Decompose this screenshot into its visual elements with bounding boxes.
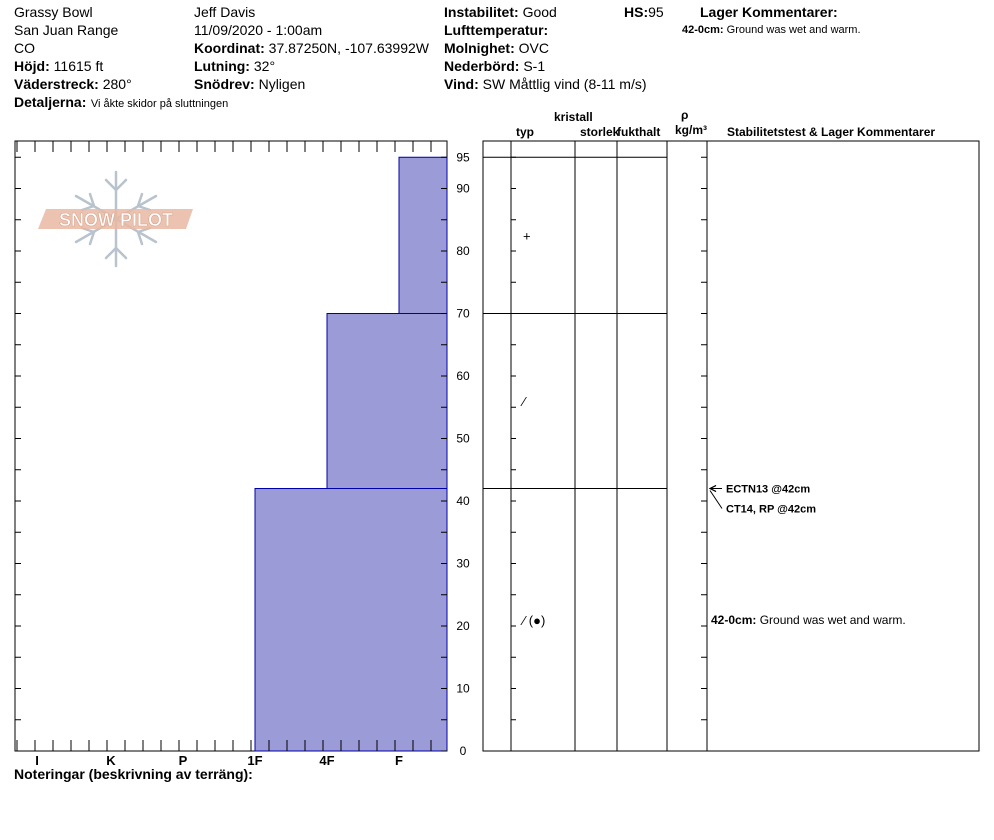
air-temperature: Lufttemperatur: [444, 22, 548, 38]
layer-comment-header-item: 42-0cm: Ground was wet and warm. [682, 24, 861, 36]
details: Detaljerna: Vi åkte skidor på sluttninge… [14, 94, 228, 112]
depth-tick-label: 50 [456, 432, 470, 446]
layer-table-frame [482, 140, 980, 752]
sky-value: OVC [518, 40, 549, 56]
depth-tick-label: 40 [456, 494, 470, 508]
depth-tick-label: 0 [460, 744, 467, 758]
grain-type-symbol: ⁄ (●) [520, 613, 545, 628]
aspect-label: Väderstreck: [14, 76, 99, 92]
depth-tick-label: 20 [456, 619, 470, 633]
hs-label: HS: [624, 4, 649, 20]
stability-test-label: ECTN13 @42cm [726, 484, 810, 496]
hs-value: 95 [648, 4, 664, 20]
hardness-tick-label: 4F [319, 753, 334, 768]
arrow-head [708, 485, 717, 492]
precip-value: S-1 [523, 58, 546, 74]
coordinates-label: Koordinat: [194, 40, 265, 56]
coordinates-value: 37.87250N, -107.63992W [268, 40, 429, 56]
layer-comment: 42-0cm: Ground was wet and warm. [711, 613, 906, 627]
hardness-tick-label: K [106, 753, 116, 768]
drift-value: Nyligen [258, 76, 306, 92]
depth-tick-label: 30 [456, 557, 470, 571]
stability-test-arrow [709, 490, 723, 509]
layer-comment-text: Ground was wet and warm. [726, 24, 861, 36]
depth-tick-label: 95 [456, 150, 470, 164]
depth-tick-label: 70 [456, 307, 470, 321]
details-value: Vi åkte skidor på sluttningen [90, 98, 229, 110]
depth-tick-label: 90 [456, 182, 470, 196]
elevation-label: Höjd: [14, 58, 50, 74]
grain-type-symbol: ⁄ [520, 394, 527, 409]
wind-label: Vind: [444, 76, 479, 92]
rho-header: ρ [681, 108, 689, 122]
wind: Vind: SW Måttlig vind (8-11 m/s) [444, 76, 647, 92]
air-temp-label: Lufttemperatur: [444, 22, 549, 38]
depth-tick-label: 10 [456, 682, 470, 696]
depth-tick-label: 60 [456, 369, 470, 383]
location-name: Grassy Bowl [14, 4, 93, 20]
slope-value: 32° [253, 58, 276, 74]
range-name: San Juan Range [14, 22, 119, 38]
wind-loading: Snödrev: Nyligen [194, 76, 305, 92]
hardness-tick-label: 1F [247, 753, 262, 768]
coordinates: Koordinat: 37.87250N, -107.63992W [194, 40, 429, 56]
stability-header: Stabilitetstest & Lager Kommentarer [727, 125, 936, 139]
hardness-tick-label: P [179, 753, 188, 768]
aspect-value: 280° [102, 76, 132, 92]
density-unit-header: kg/m³ [675, 123, 708, 137]
instability-value: Good [522, 4, 557, 20]
precip-label: Nederbörd: [444, 58, 520, 74]
stability-test-label: CT14, RP @42cm [726, 504, 816, 516]
snow-height: HS:95 [624, 4, 664, 20]
slope-label: Lutning: [194, 58, 250, 74]
grain-type-symbol: + [523, 228, 531, 243]
type-header: typ [516, 125, 534, 139]
observation-datetime: 11/09/2020 - 1:00am [194, 22, 323, 38]
sky-cover: Molnighet: OVC [444, 40, 549, 56]
elevation: Höjd: 11615 ft [14, 58, 103, 74]
observer-name: Jeff Davis [194, 4, 256, 20]
precipitation: Nederbörd: S-1 [444, 58, 545, 74]
moisture-header: fukthalt [617, 125, 661, 139]
elevation-value: 11615 ft [53, 58, 104, 74]
drift-label: Snödrev: [194, 76, 255, 92]
hardness-tick-label: F [395, 753, 403, 768]
slope-angle: Lutning: 32° [194, 58, 275, 74]
depth-tick-label: 80 [456, 244, 470, 258]
hardness-bar-0 [254, 488, 448, 752]
instability-label: Instabilitet: [444, 4, 519, 20]
terrain-notes-label: Noteringar (beskrivning av terräng): [14, 766, 253, 782]
aspect: Väderstreck: 280° [14, 76, 132, 92]
layer-comment-range: 42-0cm: [682, 24, 724, 36]
size-header: storlek [580, 125, 618, 139]
state-name: CO [14, 40, 35, 56]
details-label: Detaljerna: [14, 94, 87, 110]
wind-value: SW Måttlig vind (8-11 m/s) [482, 76, 647, 92]
hardness-tick-label: I [35, 753, 39, 768]
sky-label: Molnighet: [444, 40, 515, 56]
layer-comments-title: Lager Kommentarer: [700, 4, 838, 20]
crystal-header: kristall [554, 110, 593, 124]
instability: Instabilitet: Good [444, 4, 557, 20]
hardness-bar-2 [398, 156, 448, 314]
hardness-bar-1 [326, 313, 448, 489]
